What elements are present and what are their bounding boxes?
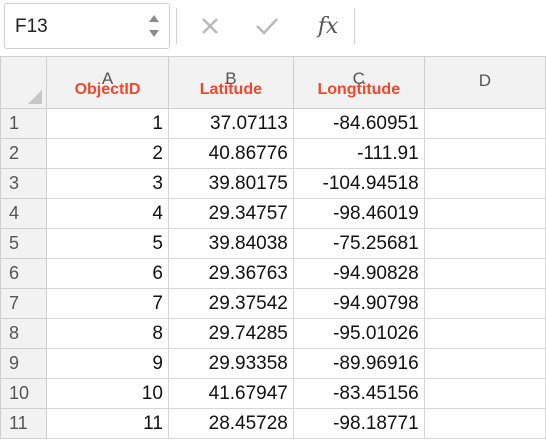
cell-D[interactable] — [423, 378, 546, 409]
cell-C[interactable]: -94.90798 — [292, 288, 425, 319]
confirm-icon[interactable] — [250, 8, 284, 44]
cell-C[interactable]: -98.46019 — [292, 198, 425, 229]
row-header[interactable]: 7 — [0, 288, 48, 319]
table-row: 2 2 40.86776 -111.91 — [0, 138, 546, 169]
select-all-corner[interactable] — [0, 56, 48, 109]
cell-B[interactable]: 29.93358 — [167, 348, 294, 379]
name-box[interactable]: F13 — [4, 3, 170, 49]
table-row: 5 5 39.84038 -75.25681 — [0, 228, 546, 259]
table-row: 11 11 28.45728 -98.18771 — [0, 408, 546, 439]
cell-C[interactable]: -84.60951 — [292, 108, 425, 139]
row-header[interactable]: 9 — [0, 348, 48, 379]
column-letter: A — [101, 69, 114, 88]
cell-D[interactable] — [423, 228, 546, 259]
cell-B[interactable]: 29.34757 — [167, 198, 294, 229]
table-row: 9 9 29.93358 -89.96916 — [0, 348, 546, 379]
column-letter: C — [352, 69, 365, 88]
table-row: 4 4 29.34757 -98.46019 — [0, 198, 546, 229]
cell-D[interactable] — [423, 288, 546, 319]
field-name: Latitude — [199, 81, 262, 98]
function-icon[interactable]: fx — [310, 8, 346, 44]
row-header[interactable]: 10 — [0, 378, 48, 409]
select-all-icon — [28, 90, 43, 104]
cell-D[interactable] — [423, 258, 546, 289]
cell-A[interactable]: 5 — [46, 228, 169, 259]
cell-A[interactable]: 2 — [46, 138, 169, 169]
cell-B[interactable]: 29.36763 — [167, 258, 294, 289]
cell-B[interactable]: 37.07113 — [167, 108, 294, 139]
cell-A[interactable]: 6 — [46, 258, 169, 289]
row-header[interactable]: 3 — [0, 168, 48, 199]
cancel-icon[interactable] — [194, 8, 226, 44]
formula-bar: F13 fx — [0, 0, 546, 57]
cell-B[interactable]: 39.80175 — [167, 168, 294, 199]
cell-B[interactable]: 29.74285 — [167, 318, 294, 349]
column-header-D[interactable]: D — [423, 56, 546, 109]
table-row: 7 7 29.37542 -94.90798 — [0, 288, 546, 319]
cell-D[interactable] — [423, 318, 546, 349]
name-box-value: F13 — [15, 16, 48, 37]
column-header-A[interactable]: A ObjectID — [46, 56, 169, 109]
cell-A[interactable]: 10 — [46, 378, 169, 409]
row-header[interactable]: 1 — [0, 108, 48, 139]
table-row: 8 8 29.74285 -95.01026 — [0, 318, 546, 349]
cell-C[interactable]: -89.96916 — [292, 348, 425, 379]
cell-D[interactable] — [423, 198, 546, 229]
name-box-stepper-icon[interactable] — [147, 10, 161, 42]
cell-A[interactable]: 4 — [46, 198, 169, 229]
row-header[interactable]: 4 — [0, 198, 48, 229]
cell-B[interactable]: 41.67947 — [167, 378, 294, 409]
cell-C[interactable]: -98.18771 — [292, 408, 425, 439]
cell-D[interactable] — [423, 138, 546, 169]
cell-D[interactable] — [423, 348, 546, 379]
cell-D[interactable] — [423, 408, 546, 439]
formula-input[interactable] — [360, 8, 546, 44]
cell-C[interactable]: -111.91 — [292, 138, 425, 169]
cell-D[interactable] — [423, 108, 546, 139]
formula-bar-separator — [354, 8, 355, 44]
cell-A[interactable]: 8 — [46, 318, 169, 349]
column-letter: D — [478, 71, 491, 90]
cell-B[interactable]: 39.84038 — [167, 228, 294, 259]
cell-A[interactable]: 7 — [46, 288, 169, 319]
table-row: 1 1 37.07113 -84.60951 — [0, 108, 546, 139]
table-row: 6 6 29.36763 -94.90828 — [0, 258, 546, 289]
column-letter: B — [225, 69, 237, 88]
cell-A[interactable]: 3 — [46, 168, 169, 199]
cell-B[interactable]: 28.45728 — [167, 408, 294, 439]
row-header[interactable]: 8 — [0, 318, 48, 349]
cell-C[interactable]: -95.01026 — [292, 318, 425, 349]
cell-A[interactable]: 1 — [46, 108, 169, 139]
column-header-row: A ObjectID B Latitude C Longtitude D — [0, 56, 546, 109]
table-row: 10 10 41.67947 -83.45156 — [0, 378, 546, 409]
row-header[interactable]: 11 — [0, 408, 48, 439]
column-header-C[interactable]: C Longtitude — [292, 56, 425, 109]
cell-C[interactable]: -83.45156 — [292, 378, 425, 409]
row-header[interactable]: 6 — [0, 258, 48, 289]
field-name: ObjectID — [74, 81, 141, 98]
cell-B[interactable]: 40.86776 — [167, 138, 294, 169]
function-icon-label: fx — [317, 13, 339, 39]
cell-A[interactable]: 9 — [46, 348, 169, 379]
cell-C[interactable]: -94.90828 — [292, 258, 425, 289]
cell-D[interactable] — [423, 168, 546, 199]
cell-B[interactable]: 29.37542 — [167, 288, 294, 319]
field-name: Longtitude — [317, 81, 401, 98]
column-header-B[interactable]: B Latitude — [167, 56, 294, 109]
cell-C[interactable]: -75.25681 — [292, 228, 425, 259]
row-header[interactable]: 5 — [0, 228, 48, 259]
row-header[interactable]: 2 — [0, 138, 48, 169]
cell-C[interactable]: -104.94518 — [292, 168, 425, 199]
table-row: 3 3 39.80175 -104.94518 — [0, 168, 546, 199]
formula-bar-separator — [176, 8, 177, 44]
cell-A[interactable]: 11 — [46, 408, 169, 439]
